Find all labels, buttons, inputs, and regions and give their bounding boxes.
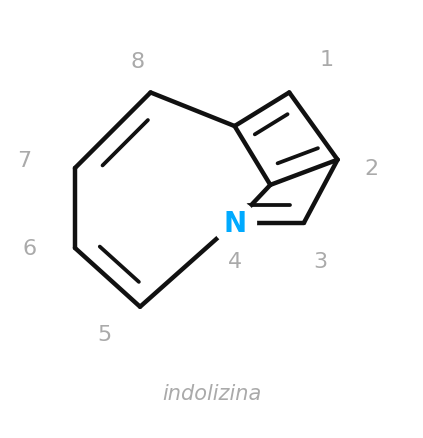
- Text: 6: 6: [23, 238, 37, 258]
- Text: 7: 7: [17, 150, 32, 170]
- Text: 3: 3: [314, 251, 328, 271]
- Text: indolizina: indolizina: [162, 383, 261, 403]
- Text: N: N: [223, 209, 246, 237]
- Text: 4: 4: [228, 251, 242, 271]
- Circle shape: [213, 201, 256, 245]
- Text: 1: 1: [320, 49, 334, 70]
- Text: 8: 8: [131, 52, 145, 72]
- Text: 5: 5: [97, 324, 112, 344]
- Text: 2: 2: [364, 159, 378, 179]
